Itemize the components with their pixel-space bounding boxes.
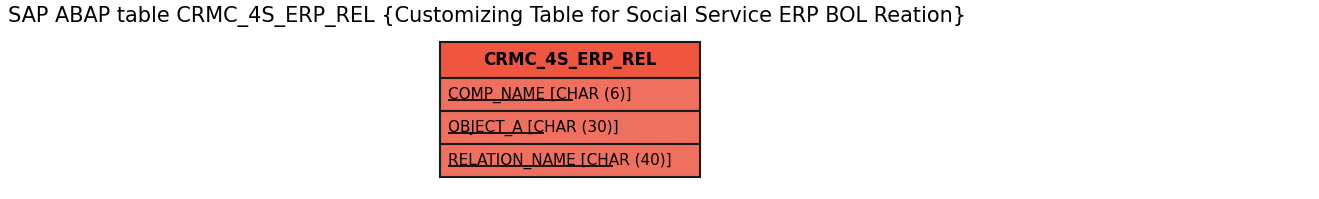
Text: OBJECT_A [CHAR (30)]: OBJECT_A [CHAR (30)] [448,119,619,136]
Bar [441,144,700,177]
Bar [441,111,700,144]
Text: RELATION_NAME [CHAR (40)]: RELATION_NAME [CHAR (40)] [448,152,671,169]
Text: COMP_NAME [CHAR (6)]: COMP_NAME [CHAR (6)] [448,86,632,103]
Text: CRMC_4S_ERP_REL: CRMC_4S_ERP_REL [483,51,657,69]
Text: SAP ABAP table CRMC_4S_ERP_REL {Customizing Table for Social Service ERP BOL Rea: SAP ABAP table CRMC_4S_ERP_REL {Customiz… [8,6,966,27]
Bar [441,78,700,111]
Bar [441,42,700,78]
